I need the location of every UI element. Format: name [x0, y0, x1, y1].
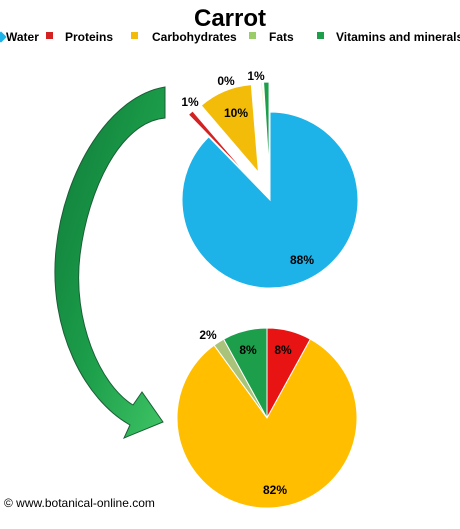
legend-item-vitamins-and-minerals: Vitamins and minerals — [317, 30, 460, 44]
legend-item-water: Water — [0, 30, 39, 44]
pie1-label-proteins: 1% — [181, 95, 199, 109]
legend-item-proteins: Proteins — [46, 30, 113, 44]
pie1-label-vitamins-and-minerals: 1% — [247, 69, 265, 83]
pie1-slice-carbohydrates — [200, 84, 260, 174]
square-marker-icon — [317, 32, 324, 39]
pie-chart-2: 8% 82% 2% 8% — [176, 327, 358, 509]
legend-label-water: Water — [6, 30, 39, 44]
pie2-slice-carbohydrates — [176, 338, 358, 509]
pie2-label-fats: 2% — [199, 328, 217, 342]
square-marker-icon — [131, 32, 138, 39]
square-marker-icon — [46, 32, 53, 39]
pie2-label-carbohydrates: 82% — [263, 483, 287, 497]
legend-item-fats: Fats — [249, 30, 294, 44]
pie2-label-vitamins-and-minerals: 8% — [239, 343, 257, 357]
legend-label-vitamins-and-minerals: Vitamins and minerals — [336, 30, 460, 44]
chart-title: Carrot — [194, 5, 266, 32]
curved-arrow-icon — [54, 86, 166, 439]
pie1-label-carbohydrates: 10% — [224, 106, 248, 120]
diamond-marker-icon — [0, 31, 7, 43]
pie1-slice-fats — [260, 81, 269, 171]
pie2-slice-vitamins-and-minerals — [222, 327, 268, 419]
pie1-label-water: 88% — [290, 253, 314, 267]
pie-chart-1: 88% 1% 10% 0% 1% — [181, 69, 359, 289]
legend-label-fats: Fats — [269, 30, 294, 44]
legend: Water Proteins Carbohydrates Fats Vitami… — [0, 30, 460, 44]
square-marker-icon — [249, 32, 256, 39]
pie1-slice-vitamins-and-minerals — [263, 81, 270, 171]
pie1-slice-water — [181, 111, 359, 289]
legend-label-carbohydrates: Carbohydrates — [152, 30, 237, 44]
pie1-slice-proteins — [187, 110, 251, 179]
pie2-label-proteins: 8% — [274, 343, 292, 357]
credit-text: © www.botanical-online.com — [4, 496, 155, 510]
pie1-label-fats: 0% — [217, 74, 235, 88]
legend-item-carbohydrates: Carbohydrates — [131, 30, 237, 44]
legend-label-proteins: Proteins — [65, 30, 113, 44]
